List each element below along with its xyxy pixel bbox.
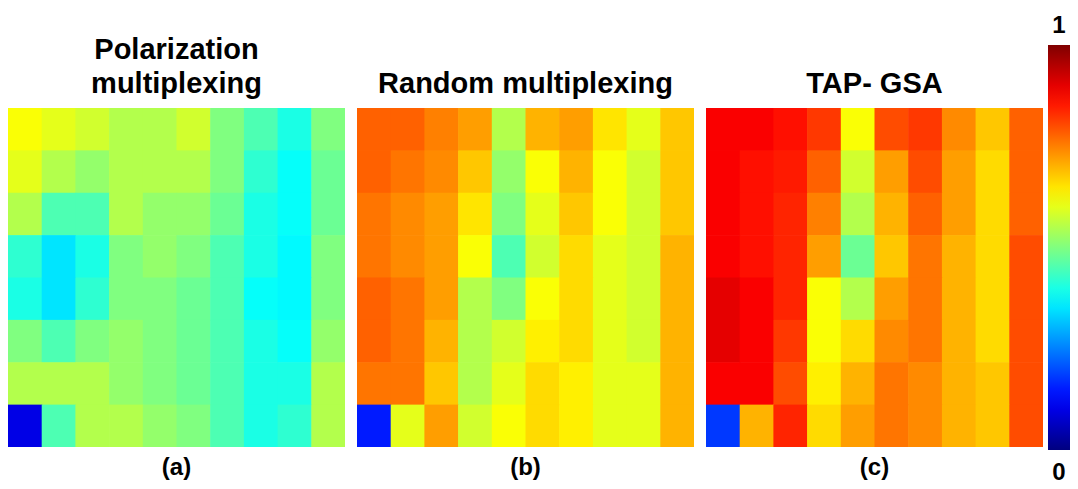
svg-text:1: 1	[1052, 11, 1065, 38]
html-text:(a): (a)	[161, 453, 192, 480]
html-text:TAP- GSA: TAP- GSA	[806, 67, 943, 99]
html-text:Random multiplexing: Random multiplexing	[378, 67, 673, 99]
svg-text:0: 0	[1052, 458, 1065, 485]
html-text:(b): (b)	[510, 453, 541, 480]
html-text:Polarization multiplexing: Polarization multiplexing	[91, 33, 262, 99]
html-text:(c): (c)	[859, 453, 890, 480]
